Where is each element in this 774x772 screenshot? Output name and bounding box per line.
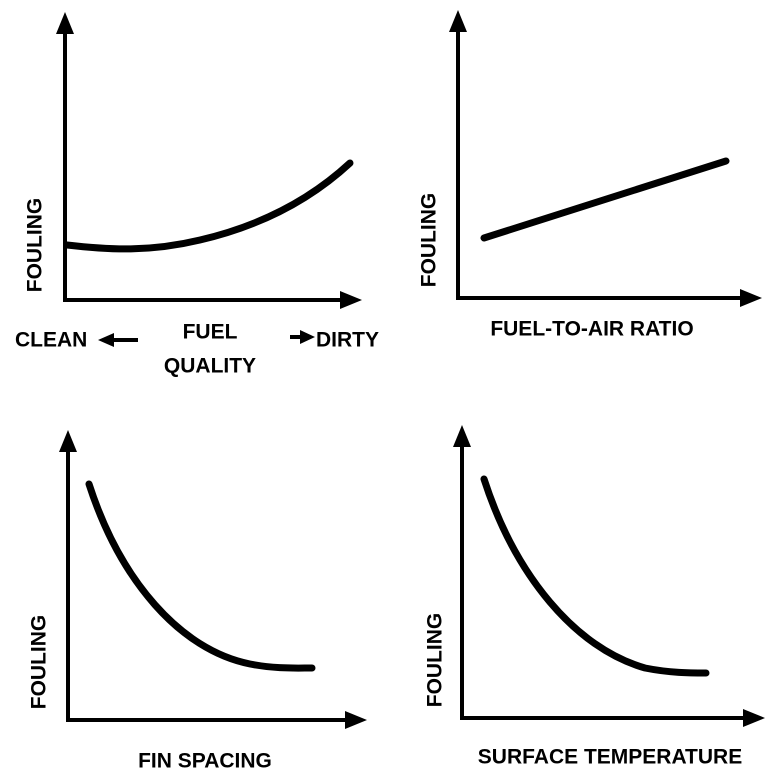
panel-fuel-quality: FOULING CLEAN FUEL QUALITY DIRTY [15, 12, 379, 378]
arrowhead [345, 711, 367, 729]
x-label: FUEL-TO-AIR RATIO [490, 318, 693, 341]
arrowhead [453, 425, 471, 447]
panel-fuel-air: FOULING FUEL-TO-AIR RATIO [418, 10, 762, 341]
arrowhead [59, 430, 77, 452]
y-label: FOULING [24, 198, 47, 293]
curve [480, 157, 730, 242]
x-label: FIN SPACING [138, 750, 272, 772]
y-label: FOULING [418, 193, 441, 288]
arrowhead [340, 291, 362, 309]
arrowhead [449, 10, 467, 32]
arrowhead [740, 289, 762, 307]
y-label: FOULING [424, 613, 447, 708]
curve [63, 159, 354, 253]
curve [480, 475, 710, 677]
x-label-center-2: QUALITY [164, 355, 256, 378]
arrowhead [743, 709, 765, 727]
arrowhead [56, 12, 74, 34]
x-label-left: CLEAN [15, 329, 87, 352]
arrowhead [98, 333, 114, 347]
panel-fin-spacing: FOULING FIN SPACING [28, 430, 367, 772]
y-label: FOULING [28, 615, 51, 710]
arrowhead [300, 330, 315, 344]
curve [85, 480, 316, 672]
panel-surface-temperature: FOULING SURFACE TEMPERATURE [424, 425, 765, 769]
x-label: SURFACE TEMPERATURE [478, 746, 742, 769]
x-label-right: DIRTY [316, 329, 379, 352]
x-label-center: FUEL [183, 321, 238, 344]
